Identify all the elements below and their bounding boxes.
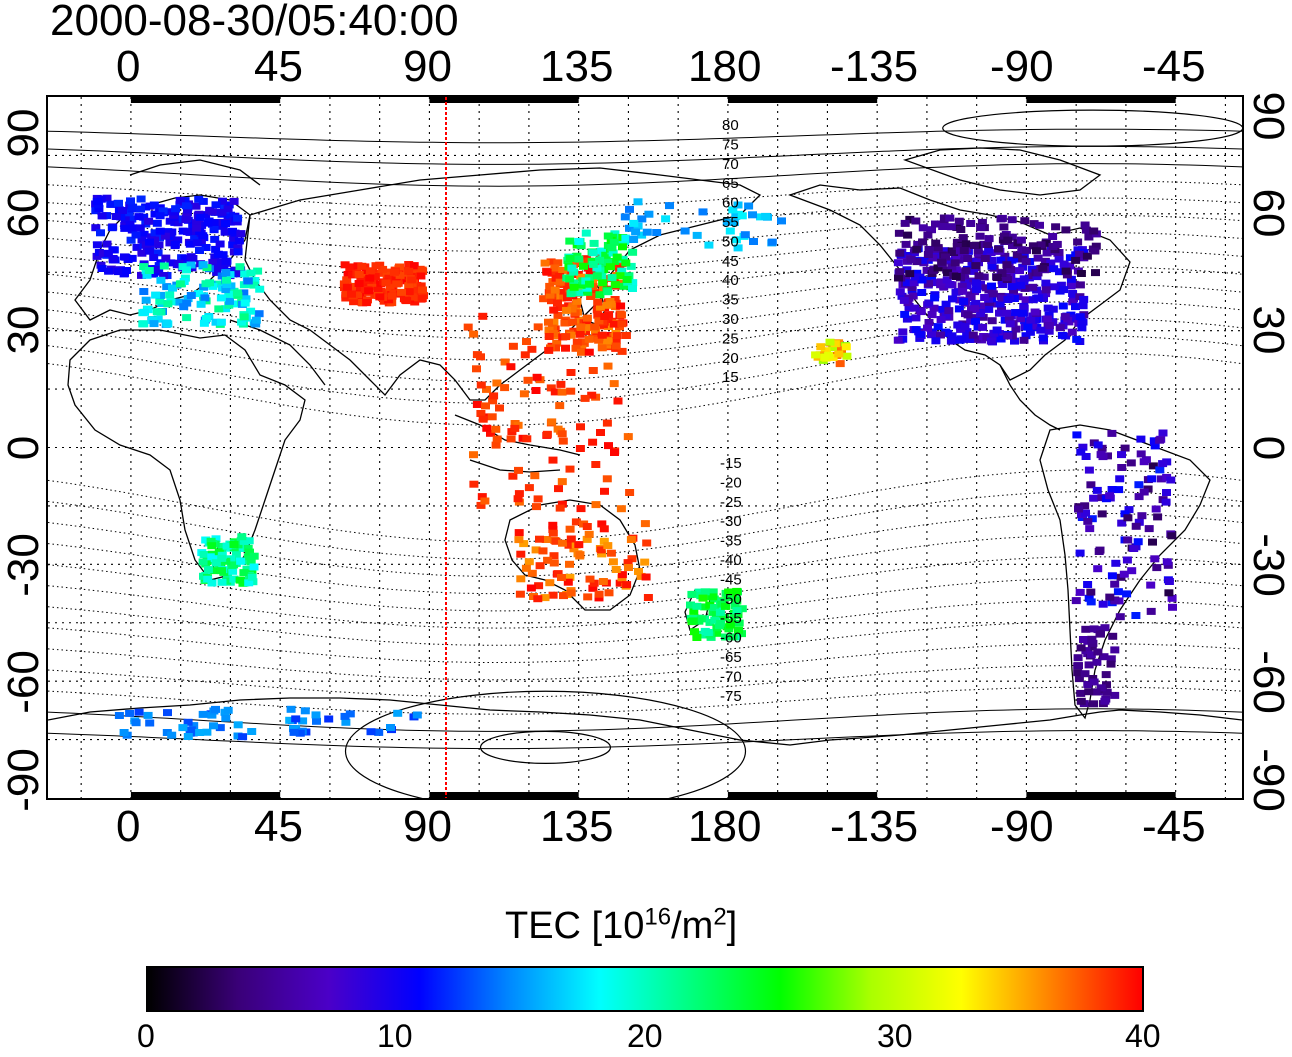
left-lat-tick: 90 [0, 109, 48, 158]
left-lat-tick: 60 [0, 189, 48, 238]
bottom-lon-tick: 180 [688, 802, 762, 851]
left-lat-tick: -90 [0, 748, 48, 812]
right-lat-tick: -30 [1244, 533, 1292, 597]
top-lon-tick: 90 [403, 42, 452, 91]
right-lat-tick: 90 [1244, 92, 1292, 141]
right-lat-tick: -60 [1244, 650, 1292, 714]
right-lat-tick: 0 [1244, 436, 1292, 460]
map-title: 2000-08-30/05:40:00 [50, 0, 459, 45]
colorbar-title-exponent: 16 [644, 903, 672, 931]
colorbar-title-prefix: TEC [10 [505, 905, 645, 947]
colorbar-title-suffix: ] [726, 905, 738, 947]
top-lon-tick: 45 [254, 42, 303, 91]
bottom-lon-tick: -135 [830, 802, 919, 851]
right-lat-tick: -90 [1244, 748, 1292, 812]
left-lat-tick: -60 [0, 650, 48, 714]
right-lat-tick: 30 [1244, 306, 1292, 355]
left-lat-tick: -30 [0, 533, 48, 597]
colorbar-tick: 20 [627, 1018, 663, 1054]
tec-colorbar [146, 966, 1144, 1012]
colorbar-tick: 0 [137, 1018, 155, 1054]
colorbar-tick: 10 [377, 1018, 413, 1054]
bottom-lon-tick: 135 [540, 802, 614, 851]
top-lon-tick: 0 [116, 42, 141, 91]
colorbar-title-unit-exponent: 2 [713, 903, 727, 931]
top-lon-tick: -90 [990, 42, 1054, 91]
colorbar-title-unit: /m [671, 905, 714, 947]
colorbar-title: TEC [1016/m2] [505, 905, 737, 948]
bottom-lon-tick: -45 [1142, 802, 1206, 851]
bottom-lon-tick: 90 [403, 802, 452, 851]
colorbar-tick: 40 [1125, 1018, 1161, 1054]
top-lon-tick: 180 [688, 42, 762, 91]
colorbar-tick: 30 [877, 1018, 913, 1054]
bottom-lon-tick: 0 [116, 802, 141, 851]
bottom-lon-tick: 45 [254, 802, 303, 851]
left-lat-tick: 30 [0, 306, 48, 355]
tec-map-frame [46, 95, 1244, 800]
top-lon-tick: -45 [1142, 42, 1206, 91]
top-lon-tick: 135 [540, 42, 614, 91]
left-lat-tick: 0 [0, 436, 48, 460]
right-lat-tick: 60 [1244, 189, 1292, 238]
bottom-lon-tick: -90 [990, 802, 1054, 851]
top-lon-tick: -135 [830, 42, 919, 91]
